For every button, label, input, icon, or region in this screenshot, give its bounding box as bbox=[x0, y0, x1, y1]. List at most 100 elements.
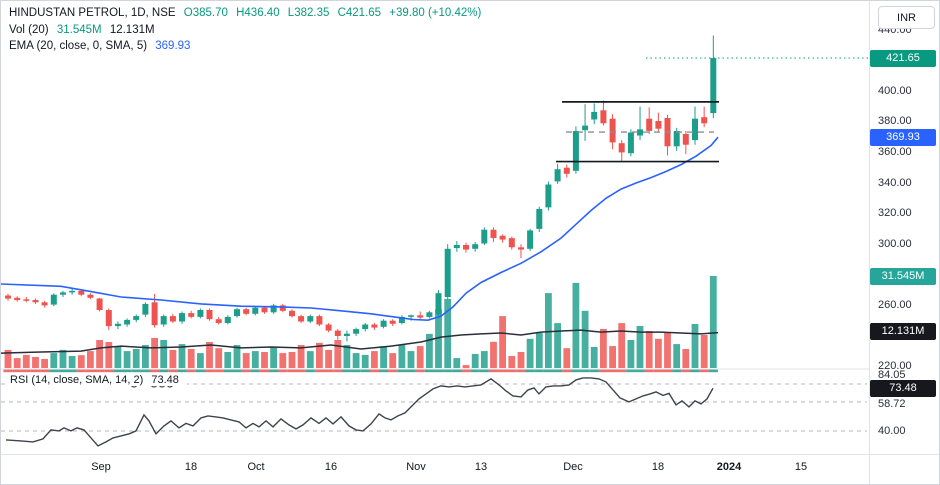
volume-bar bbox=[645, 331, 653, 368]
candle-body bbox=[646, 118, 653, 131]
volume-bar bbox=[169, 349, 177, 368]
rsi-strip-segment bbox=[296, 369, 306, 373]
rsi-strip-segment bbox=[598, 369, 608, 373]
candle-body bbox=[655, 121, 662, 129]
rsi-strip-segment bbox=[305, 369, 315, 373]
volume-bar bbox=[306, 351, 314, 368]
price-tick-label: 400.00 bbox=[878, 84, 914, 98]
candle-body bbox=[453, 245, 460, 249]
rsi-strip-segment bbox=[397, 369, 407, 373]
volume-bar bbox=[563, 348, 571, 368]
rsi-strip-segment bbox=[223, 369, 233, 373]
candle-body bbox=[124, 319, 131, 325]
symbol-header-row[interactable]: HINDUSTAN PETROL, 1D, NSE O385.70 H436.4… bbox=[9, 6, 486, 21]
volume-ma-badge: 12.131M bbox=[870, 322, 936, 340]
volume-bar bbox=[380, 346, 387, 368]
price-tick-label: 260.00 bbox=[878, 298, 914, 312]
ema-indicator-row[interactable]: EMA (20, close, 0, SMA, 5) 369.93 bbox=[9, 39, 195, 54]
volume-bar bbox=[480, 351, 488, 368]
volume-bar bbox=[197, 353, 204, 368]
candle-body bbox=[481, 229, 488, 244]
volume-bar bbox=[462, 365, 470, 368]
rsi-strip-segment bbox=[681, 369, 691, 373]
rsi-strip-segment bbox=[12, 369, 22, 373]
candle-body bbox=[508, 238, 515, 248]
candle-body bbox=[60, 292, 66, 295]
candle-body bbox=[215, 319, 222, 323]
candle-body bbox=[490, 229, 497, 239]
price-tick-label: 380.00 bbox=[878, 115, 914, 129]
rsi-strip-segment bbox=[333, 369, 343, 373]
volume-bar bbox=[215, 348, 223, 368]
time-tick-label: 15 bbox=[794, 461, 808, 473]
price-tick-label: 360.00 bbox=[878, 145, 914, 159]
rsi-strip-segment bbox=[699, 369, 709, 373]
volume-bar bbox=[590, 347, 598, 368]
candle-body bbox=[518, 247, 524, 250]
candle-body bbox=[307, 316, 314, 322]
ohlc-close: C421.65 bbox=[337, 7, 382, 19]
rsi-strip-segment bbox=[580, 369, 590, 373]
candle-body bbox=[417, 315, 424, 318]
volume-bar bbox=[224, 352, 232, 368]
volume-bar bbox=[471, 354, 479, 368]
candle-body bbox=[243, 309, 250, 314]
volume-bar bbox=[581, 310, 589, 368]
volume-bar bbox=[187, 349, 195, 368]
rsi-indicator-row[interactable]: RSI (14, close, SMA, 14, 2) 73.48 bbox=[7, 374, 187, 386]
volume-bar bbox=[114, 346, 122, 368]
rsi-strip-segment bbox=[360, 369, 370, 373]
volume-bar bbox=[526, 338, 534, 368]
volume-bar bbox=[682, 349, 690, 368]
volume-bar bbox=[673, 344, 681, 368]
volume-indicator-row[interactable]: Vol (20) 31.545M 12.131M bbox=[9, 23, 160, 38]
volume-bar bbox=[508, 356, 516, 368]
volume-bar bbox=[545, 293, 552, 368]
volume-bar bbox=[68, 356, 76, 368]
volume-bar bbox=[178, 344, 186, 368]
rsi-strip-segment bbox=[287, 369, 297, 373]
rsi-strip-segment bbox=[85, 369, 96, 373]
time-tick-label: 16 bbox=[324, 461, 338, 473]
rsi-strip-segment bbox=[617, 369, 627, 373]
ohlc-low: L382.35 bbox=[287, 7, 330, 19]
candle-body bbox=[563, 167, 570, 174]
rsi-strip-segment bbox=[40, 369, 50, 373]
candle-body bbox=[206, 310, 213, 320]
candle-body bbox=[527, 230, 534, 249]
candle-body bbox=[572, 131, 579, 171]
volume-bar bbox=[334, 340, 342, 368]
time-tick-label: Sep bbox=[91, 461, 111, 473]
candle-body bbox=[69, 290, 76, 293]
rsi-strip-segment bbox=[388, 369, 398, 373]
volume-bar bbox=[270, 347, 277, 368]
candle-body bbox=[673, 131, 680, 147]
ema-value-badge: 369.93 bbox=[870, 128, 936, 146]
volume-bar bbox=[151, 338, 158, 368]
rsi-strip-segment bbox=[635, 369, 645, 373]
rsi-tick-label: 84.05 bbox=[878, 368, 908, 382]
candle-body bbox=[609, 118, 616, 143]
rsi-strip-segment bbox=[433, 369, 444, 373]
rsi-strip-segment bbox=[168, 369, 178, 373]
rsi-strip-segment bbox=[662, 369, 673, 373]
rsi-strip-segment bbox=[250, 369, 260, 373]
candle-body bbox=[637, 129, 643, 136]
rsi-strip-segment bbox=[131, 369, 141, 373]
price-tick-label: 300.00 bbox=[878, 237, 914, 251]
volume-bar bbox=[389, 353, 397, 368]
rsi-strip-segment bbox=[67, 369, 77, 373]
rsi-strip-segment bbox=[498, 369, 508, 373]
candle-body bbox=[701, 117, 708, 124]
rsi-strip-segment bbox=[58, 369, 68, 373]
last-price-badge: 421.65 bbox=[870, 49, 936, 67]
price-tick-label: 340.00 bbox=[878, 176, 914, 190]
time-tick-label: 18 bbox=[184, 461, 198, 473]
volume-bar bbox=[279, 353, 287, 368]
rsi-strip-segment bbox=[49, 369, 59, 373]
volume-bar bbox=[297, 345, 305, 368]
candle-body bbox=[160, 316, 167, 325]
currency-unit-button[interactable]: INR bbox=[878, 6, 935, 29]
rsi-strip-segment bbox=[461, 369, 471, 373]
